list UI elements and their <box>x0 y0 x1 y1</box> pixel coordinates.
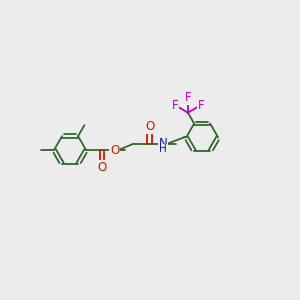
Text: H: H <box>159 144 167 154</box>
Text: F: F <box>184 91 191 104</box>
Text: O: O <box>98 161 107 174</box>
Text: O: O <box>110 143 119 157</box>
Text: N: N <box>159 137 167 150</box>
Text: F: F <box>198 98 204 112</box>
Text: F: F <box>171 98 178 112</box>
Text: O: O <box>145 120 154 133</box>
